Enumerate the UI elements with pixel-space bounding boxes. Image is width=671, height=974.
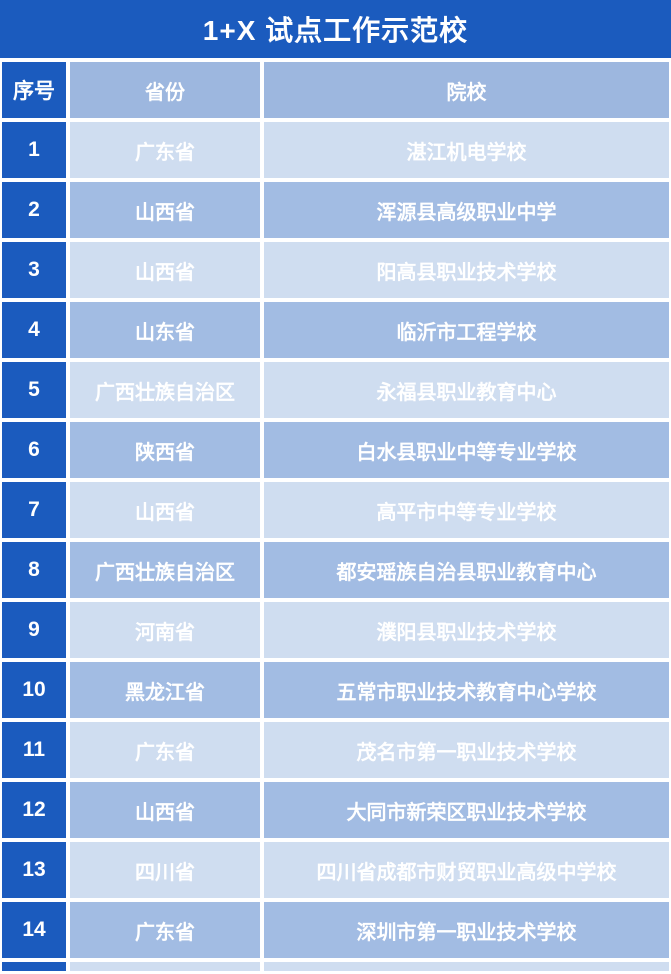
row-index-cell: 4 <box>2 302 66 358</box>
school-cell: 濮阳县职业技术学校 <box>264 602 669 658</box>
table-row-partial <box>2 962 669 971</box>
table-row: 1 广东省 湛江机电学校 <box>2 122 669 178</box>
province-cell <box>70 962 260 971</box>
school-cell: 大同市新荣区职业技术学校 <box>264 782 669 838</box>
table-row: 14 广东省 深圳市第一职业技术学校 <box>2 902 669 958</box>
table-row: 3 山西省 阳高县职业技术学校 <box>2 242 669 298</box>
school-cell: 都安瑶族自治县职业教育中心 <box>264 542 669 598</box>
row-index-cell: 2 <box>2 182 66 238</box>
school-cell: 阳高县职业技术学校 <box>264 242 669 298</box>
province-cell: 山东省 <box>70 302 260 358</box>
row-index-cell: 3 <box>2 242 66 298</box>
school-cell: 深圳市第一职业技术学校 <box>264 902 669 958</box>
school-cell: 高平市中等专业学校 <box>264 482 669 538</box>
school-cell: 永福县职业教育中心 <box>264 362 669 418</box>
header-cell-no: 序号 <box>2 62 66 118</box>
table-row: 4 山东省 临沂市工程学校 <box>2 302 669 358</box>
row-index-cell: 12 <box>2 782 66 838</box>
province-cell: 山西省 <box>70 482 260 538</box>
table-row: 5 广西壮族自治区 永福县职业教育中心 <box>2 362 669 418</box>
row-index-cell <box>2 962 66 971</box>
school-cell: 浑源县高级职业中学 <box>264 182 669 238</box>
row-index-cell: 10 <box>2 662 66 718</box>
row-index-cell: 6 <box>2 422 66 478</box>
province-cell: 广西壮族自治区 <box>70 542 260 598</box>
province-cell: 广东省 <box>70 722 260 778</box>
province-cell: 陕西省 <box>70 422 260 478</box>
table-row: 10 黑龙江省 五常市职业技术教育中心学校 <box>2 662 669 718</box>
province-cell: 山西省 <box>70 242 260 298</box>
province-cell: 广西壮族自治区 <box>70 362 260 418</box>
row-index-cell: 7 <box>2 482 66 538</box>
province-cell: 广东省 <box>70 122 260 178</box>
row-index-cell: 14 <box>2 902 66 958</box>
row-index-cell: 5 <box>2 362 66 418</box>
province-cell: 四川省 <box>70 842 260 898</box>
header-cell-province: 省份 <box>70 62 260 118</box>
table-row: 12 山西省 大同市新荣区职业技术学校 <box>2 782 669 838</box>
row-index-cell: 8 <box>2 542 66 598</box>
row-index-cell: 9 <box>2 602 66 658</box>
province-cell: 山西省 <box>70 782 260 838</box>
page-title: 1+X 试点工作示范校 <box>0 0 671 58</box>
province-cell: 黑龙江省 <box>70 662 260 718</box>
table-body: 1 广东省 湛江机电学校 2 山西省 浑源县高级职业中学 3 山西省 阳高县职业技术学校 4 山东省… <box>2 122 669 958</box>
table-row: 2 山西省 浑源县高级职业中学 <box>2 182 669 238</box>
table-header-row: 序号 省份 院校 <box>2 62 669 118</box>
row-index-cell: 13 <box>2 842 66 898</box>
row-index-cell: 11 <box>2 722 66 778</box>
school-cell: 四川省成都市财贸职业高级中学校 <box>264 842 669 898</box>
school-cell <box>264 962 669 971</box>
schools-table: 序号 省份 院校 1 广东省 湛江机电学校 2 山西省 浑源县高级职业中学 3 山西省 阳高县职… <box>0 62 671 971</box>
school-cell: 临沂市工程学校 <box>264 302 669 358</box>
school-cell: 湛江机电学校 <box>264 122 669 178</box>
province-cell: 广东省 <box>70 902 260 958</box>
table-row: 11 广东省 茂名市第一职业技术学校 <box>2 722 669 778</box>
header-cell-school: 院校 <box>264 62 669 118</box>
school-cell: 茂名市第一职业技术学校 <box>264 722 669 778</box>
province-cell: 河南省 <box>70 602 260 658</box>
table-row: 7 山西省 高平市中等专业学校 <box>2 482 669 538</box>
table-row: 9 河南省 濮阳县职业技术学校 <box>2 602 669 658</box>
school-cell: 白水县职业中等专业学校 <box>264 422 669 478</box>
table-row: 13 四川省 四川省成都市财贸职业高级中学校 <box>2 842 669 898</box>
table-row: 6 陕西省 白水县职业中等专业学校 <box>2 422 669 478</box>
province-cell: 山西省 <box>70 182 260 238</box>
table-row: 8 广西壮族自治区 都安瑶族自治县职业教育中心 <box>2 542 669 598</box>
school-cell: 五常市职业技术教育中心学校 <box>264 662 669 718</box>
row-index-cell: 1 <box>2 122 66 178</box>
